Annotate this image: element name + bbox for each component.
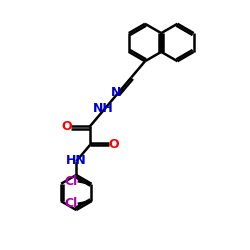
- Text: Cl: Cl: [65, 197, 78, 210]
- Text: O: O: [108, 138, 118, 151]
- Text: HN: HN: [66, 154, 87, 166]
- Text: O: O: [62, 120, 72, 133]
- Text: NH: NH: [92, 102, 113, 115]
- Text: Cl: Cl: [65, 175, 78, 188]
- Text: N: N: [111, 86, 122, 99]
